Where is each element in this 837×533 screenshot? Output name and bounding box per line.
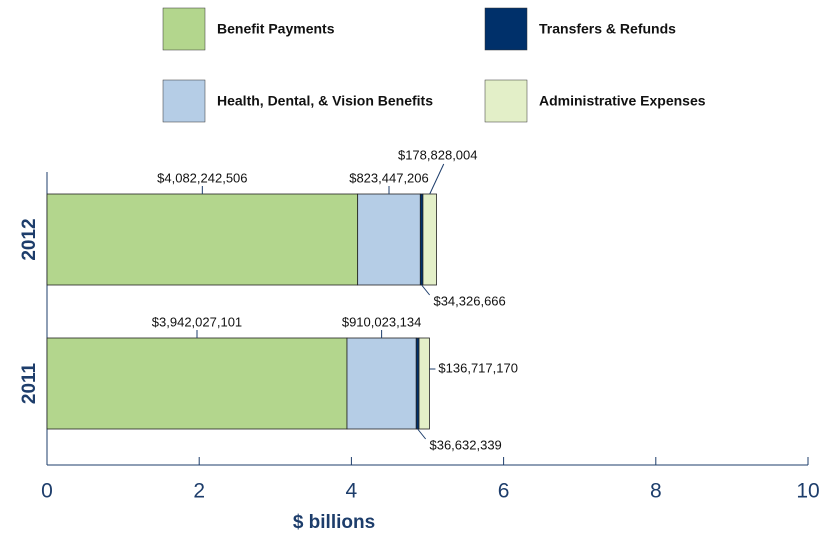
data-label: $36,632,339 — [429, 437, 501, 452]
leader-line — [421, 284, 431, 296]
bar-segment — [46, 337, 348, 430]
legend-swatch — [484, 7, 528, 51]
x-tick-label: 0 — [41, 480, 53, 503]
bar-segment — [422, 193, 437, 286]
legend-label: Transfers & Refunds — [539, 21, 676, 37]
legend-label: Administrative Expenses — [539, 93, 706, 109]
data-label: $4,082,242,506 — [157, 170, 247, 185]
x-tick-label: 10 — [796, 480, 819, 503]
legend-swatch — [484, 79, 528, 123]
bar-segment — [46, 193, 359, 286]
bar-segment — [346, 337, 417, 430]
legend-swatch — [162, 79, 206, 123]
bar-segment — [418, 337, 430, 430]
y-tick-label: 2012 — [19, 218, 40, 260]
data-label: $3,942,027,101 — [152, 314, 242, 329]
x-tick-label: 6 — [498, 480, 510, 503]
data-label: $136,717,170 — [438, 360, 518, 375]
legend-label: Health, Dental, & Vision Benefits — [217, 93, 433, 109]
data-label: $34,326,666 — [433, 293, 505, 308]
legend-label: Benefit Payments — [217, 21, 335, 37]
y-tick-label: 2011 — [19, 362, 40, 404]
leader-line — [429, 163, 445, 195]
data-label: $178,828,004 — [398, 147, 478, 162]
bar-segment — [357, 193, 421, 286]
bar-segment — [415, 337, 420, 430]
x-tick-label: 4 — [346, 480, 358, 503]
leader-line — [417, 428, 427, 440]
x-axis-label: $ billions — [293, 512, 375, 533]
legend-swatch — [162, 7, 206, 51]
data-label: $910,023,134 — [342, 314, 422, 329]
x-tick-label: 2 — [193, 480, 205, 503]
x-tick-label: 8 — [650, 480, 662, 503]
data-label: $823,447,206 — [349, 170, 429, 185]
